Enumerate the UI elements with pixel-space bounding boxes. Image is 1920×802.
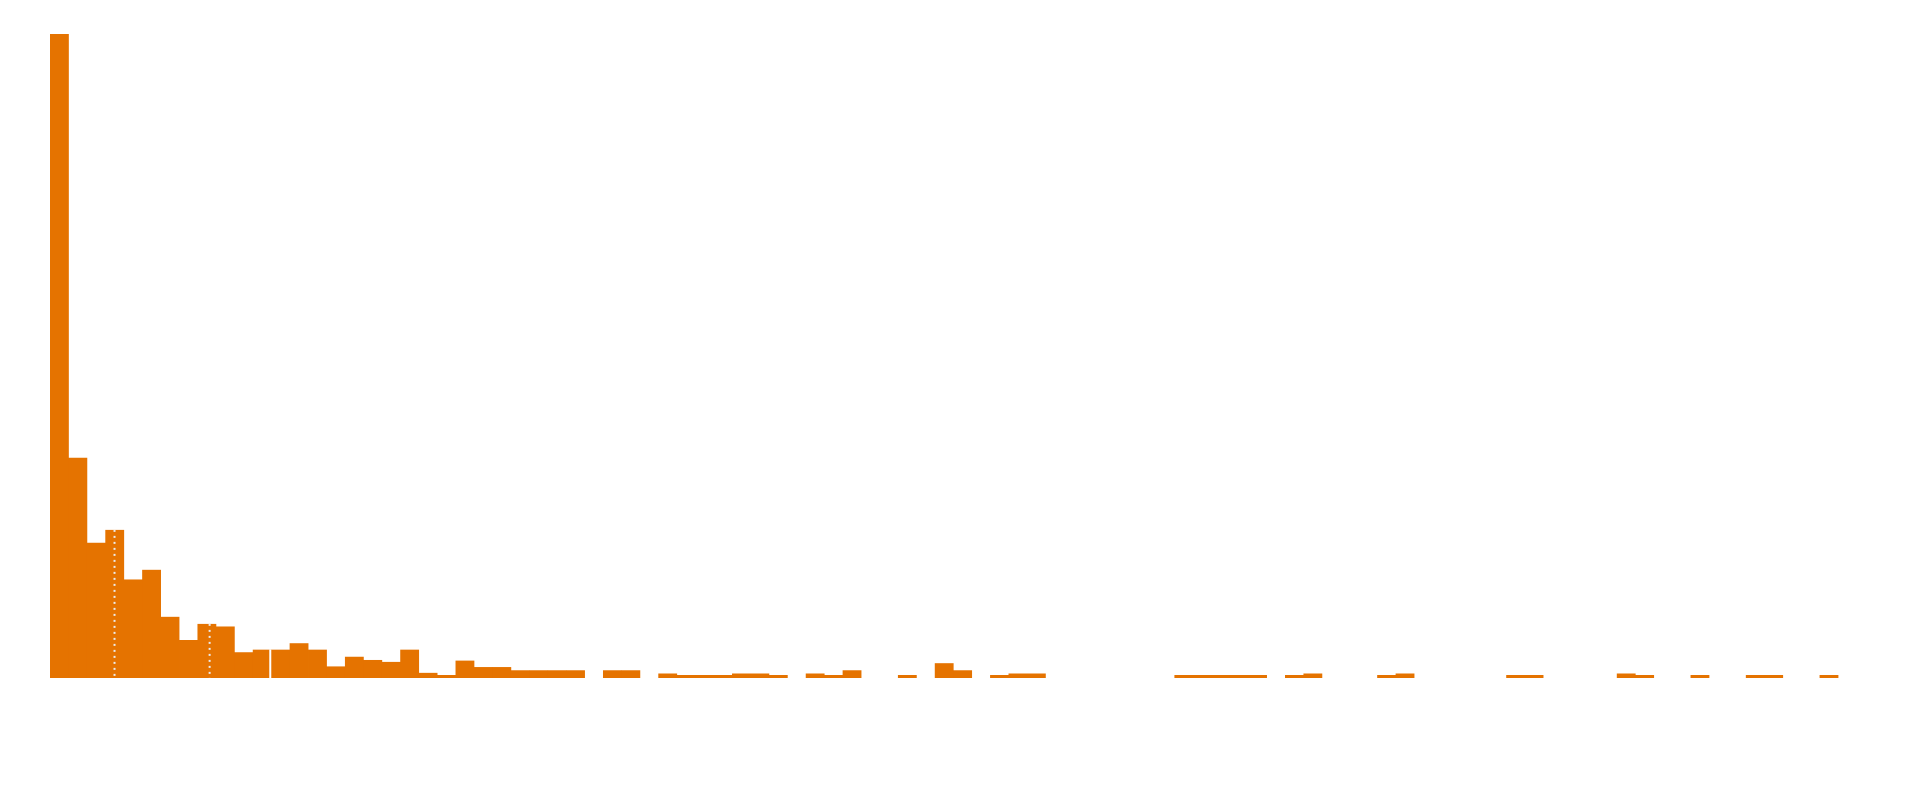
histogram-bar bbox=[768, 675, 788, 678]
reference-lines-layer bbox=[113, 529, 272, 678]
histogram-bar bbox=[934, 663, 954, 678]
histogram-bar bbox=[1819, 675, 1839, 678]
histogram-bar bbox=[105, 529, 125, 678]
histogram-bar bbox=[1229, 675, 1249, 678]
histogram-bar bbox=[1285, 675, 1304, 678]
histogram-bar bbox=[289, 643, 309, 678]
histogram-bar bbox=[953, 670, 973, 678]
histogram-bar bbox=[602, 670, 622, 678]
histogram-bar bbox=[1395, 673, 1415, 678]
histogram-bar bbox=[658, 673, 678, 678]
histogram-bar bbox=[805, 673, 825, 678]
histogram-bar bbox=[990, 675, 1009, 678]
histogram-bar bbox=[363, 659, 383, 678]
histogram-bar bbox=[695, 675, 714, 678]
histogram-bar bbox=[547, 670, 567, 678]
histogram-bar bbox=[732, 673, 751, 678]
histogram-bar bbox=[1248, 675, 1267, 678]
histogram-bar bbox=[344, 656, 364, 678]
histogram-bar bbox=[1690, 675, 1710, 678]
histogram-bar bbox=[713, 675, 733, 678]
histogram-bar bbox=[381, 661, 401, 678]
histogram-bar bbox=[1745, 675, 1765, 678]
histogram-bar bbox=[1303, 673, 1323, 678]
histogram-bar bbox=[897, 675, 917, 678]
histogram-bar bbox=[842, 670, 862, 678]
histogram-bar bbox=[510, 670, 530, 678]
histogram-bar bbox=[197, 623, 217, 678]
histogram-bar bbox=[50, 34, 69, 678]
histogram-bar bbox=[1506, 675, 1526, 678]
histogram-bar bbox=[529, 670, 549, 678]
histogram-bar bbox=[160, 616, 180, 678]
histogram-bar bbox=[215, 626, 235, 678]
histogram-bar bbox=[566, 670, 585, 678]
histogram-bar bbox=[234, 652, 254, 678]
histogram-bar bbox=[1616, 673, 1636, 678]
histogram-bar bbox=[621, 670, 641, 678]
histogram-bar bbox=[400, 649, 420, 678]
histogram-bar bbox=[1192, 675, 1212, 678]
histogram-bar bbox=[252, 649, 272, 678]
histogram-bar bbox=[1635, 675, 1655, 678]
histogram-bar bbox=[492, 667, 512, 678]
histogram-bar bbox=[1211, 675, 1231, 678]
histogram-bar bbox=[271, 649, 291, 678]
bars-layer bbox=[50, 34, 1839, 678]
histogram-bar bbox=[179, 640, 198, 678]
histogram-bar bbox=[1026, 673, 1046, 678]
histogram-bar bbox=[1008, 673, 1028, 678]
histogram-bar bbox=[824, 675, 844, 678]
histogram-bar bbox=[455, 660, 475, 678]
histogram-bar bbox=[123, 579, 143, 678]
histogram-bar bbox=[86, 542, 106, 678]
histogram-bar bbox=[1764, 675, 1784, 678]
histogram-bar bbox=[437, 675, 456, 678]
histogram-bar bbox=[473, 667, 493, 678]
histogram-bar bbox=[418, 672, 438, 678]
histogram-bar bbox=[1524, 675, 1544, 678]
histogram-bar bbox=[676, 675, 696, 678]
histogram-bar bbox=[68, 457, 88, 678]
histogram-bar bbox=[142, 569, 161, 678]
histogram-bar bbox=[326, 666, 346, 678]
histogram-bar bbox=[750, 673, 770, 678]
histogram-bar bbox=[1174, 675, 1194, 678]
histogram-bar bbox=[1377, 675, 1397, 678]
histogram-bar bbox=[308, 649, 327, 678]
